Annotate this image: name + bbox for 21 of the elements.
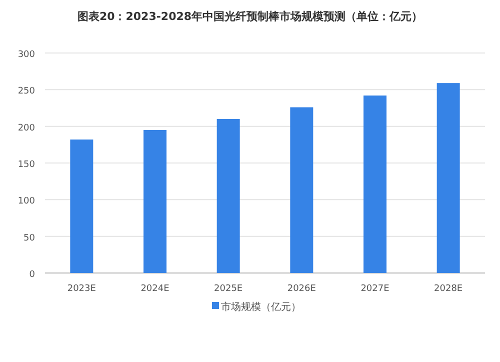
x-tick-label: 2028E <box>434 284 463 294</box>
x-tick-label: 2027E <box>360 284 390 294</box>
bar <box>216 119 240 273</box>
x-tick-label: 2024E <box>140 284 170 294</box>
y-tick-label: 150 <box>18 160 36 170</box>
legend-label: 市场规模（亿元） <box>221 301 301 313</box>
bar <box>290 107 314 273</box>
y-tick-label: 100 <box>18 196 36 207</box>
bar <box>436 83 460 273</box>
x-tick-label: 2025E <box>214 284 243 294</box>
y-tick-label: 50 <box>24 233 36 244</box>
y-tick-label: 0 <box>29 270 36 280</box>
bar <box>364 96 386 273</box>
y-tick-label: 200 <box>18 123 36 134</box>
y-tick-label: 250 <box>18 86 36 97</box>
x-tick-label: 2023E <box>67 284 96 294</box>
bar <box>70 140 94 273</box>
x-tick-label: 2026E <box>287 284 316 294</box>
y-tick-label: 300 <box>18 50 36 60</box>
chart-title: 图表20：2023-2028年中国光纤预制棒市场规模预测（单位：亿元） <box>77 10 423 23</box>
bar <box>144 130 166 273</box>
